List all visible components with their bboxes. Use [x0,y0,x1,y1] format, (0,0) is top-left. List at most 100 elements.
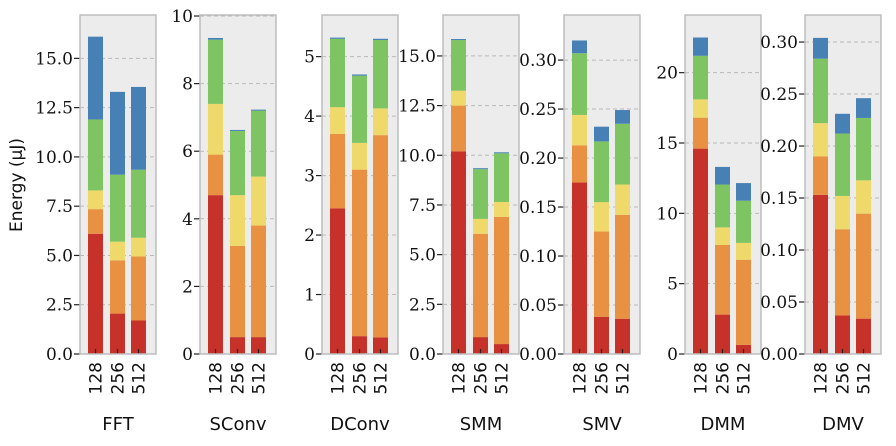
bar-segment [373,337,388,354]
y-tick-label: 0.20 [519,149,557,169]
bar-segment [736,200,751,243]
y-tick-label: 5 [667,275,678,295]
bar-segment [715,184,730,228]
x-tick-label: 512 [130,362,150,394]
bar-segment [736,183,751,201]
bar-segment [835,195,850,230]
panel-frame [563,14,641,355]
bar-segment [615,214,630,319]
x-tick-label: 128 [450,362,470,394]
bar-segment [352,142,367,170]
x-tick-label: 256 [229,362,249,394]
bar-segment [856,98,871,118]
x-tick-label: 256 [109,362,129,394]
x-tick-label: 256 [593,362,613,394]
y-tick-label: 0.15 [760,189,798,209]
x-tick-label: 512 [855,362,875,394]
bar-segment [110,313,125,354]
panel-frame [79,14,157,355]
y-tick-label: 5 [304,48,315,68]
x-tick-label: 128 [87,362,107,394]
x-tick-label: 512 [735,362,755,394]
bar-segment [473,168,488,170]
y-tick-label: 2.5 [46,296,73,316]
bar-segment [208,154,223,196]
y-tick-label: 6 [182,142,193,162]
bar-segment [572,182,587,354]
bar-segment [494,152,509,154]
y-tick-label: 7.5 [409,196,436,216]
x-tick-label: 128 [692,362,712,394]
bar-segment [473,337,488,354]
bar-segment [813,123,828,157]
bar-segment [715,227,730,245]
bar-segment [813,156,828,195]
y-tick-label: 0.00 [760,345,798,365]
bar-segment [835,315,850,354]
bar-segment [473,233,488,338]
y-tick-label: 0.05 [760,293,798,313]
bar-segment [251,225,266,338]
bar-segment [451,151,466,354]
bar-segment [373,108,388,136]
bar-segment [594,231,609,317]
panel-title: SConv [209,414,266,435]
bar-segment [208,37,223,40]
bar-segment [230,337,245,354]
y-tick-label: 8 [182,75,193,95]
bar-segment [572,114,587,146]
x-tick-label: 512 [493,362,513,394]
x-tick-label: 512 [372,362,392,394]
bar-segment [594,141,609,203]
y-tick-label: 2.5 [409,295,436,315]
bar-segment [594,316,609,354]
bar-segment [451,40,466,91]
y-axis-label: Energy (μJ) [7,138,27,232]
bar-segment [615,318,630,354]
y-tick-label: 15.0 [35,49,73,69]
bar-segment [693,117,708,149]
y-tick-label: 15.0 [398,47,436,67]
bar-segment [813,58,828,124]
bar-segment [451,90,466,106]
bar-segment [835,229,850,316]
bar-segment [251,109,266,111]
y-tick-label: 12.5 [35,99,73,119]
y-tick-label: 10.0 [398,146,436,166]
bar-segment [813,37,828,59]
y-tick-label: 0.25 [760,85,798,105]
bar-segment [251,176,266,226]
bar-segment [131,86,146,170]
bar-segment [715,166,730,185]
x-tick-label: 256 [834,362,854,394]
bar-segment [693,99,708,118]
bar-segment [208,39,223,104]
y-tick-label: 2 [304,226,315,246]
bar-segment [352,75,367,143]
panel-frame [199,14,277,355]
bar-segment [230,245,245,338]
y-tick-label: 0.05 [519,296,557,316]
bar-segment [473,169,488,219]
bar-segment [451,105,466,152]
bar-segment [615,110,630,124]
bar-segment [88,233,103,354]
bar-segment [251,110,266,177]
panel-frame [684,14,762,355]
bar-segment [835,113,850,134]
bar-segment [615,123,630,185]
bar-segment [693,37,708,56]
x-tick-label: 512 [614,362,634,394]
y-tick-label: 12.5 [398,97,436,117]
panel-title: FFT [102,414,134,435]
panel-title: SMV [582,414,622,435]
bar-segment [330,208,345,354]
y-tick-label: 0.10 [760,241,798,261]
bar-segment [856,213,871,319]
bar-segment [693,55,708,100]
x-tick-label: 128 [571,362,591,394]
y-tick-label: 0.25 [519,100,557,120]
bar-segment [835,133,850,196]
bar-segment [715,244,730,315]
bar-segment [594,202,609,232]
